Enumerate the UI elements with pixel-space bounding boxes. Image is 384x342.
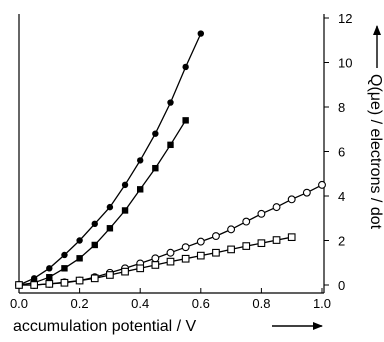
data-point bbox=[166, 257, 175, 266]
x-tick-label: 0.2 bbox=[71, 296, 89, 311]
axes bbox=[18, 14, 325, 294]
y-axis-ticks: 0 2 4 6 8 10 12 bbox=[324, 11, 352, 293]
data-point bbox=[257, 209, 266, 218]
data-point bbox=[287, 233, 296, 242]
data-point bbox=[212, 248, 220, 257]
data-point bbox=[196, 251, 205, 260]
data-point bbox=[121, 267, 129, 276]
data-point bbox=[242, 217, 251, 226]
data-point bbox=[15, 281, 23, 289]
data-point bbox=[106, 203, 114, 211]
data-point bbox=[287, 195, 296, 204]
data-point bbox=[46, 274, 53, 281]
y-axis-title: Q(μe) / electrons / dot bbox=[367, 74, 384, 230]
data-point bbox=[75, 276, 84, 285]
x-tick-label: 0.8 bbox=[252, 296, 270, 311]
y-tick-label: 4 bbox=[338, 189, 345, 204]
data-point bbox=[61, 265, 68, 272]
data-point bbox=[227, 245, 235, 254]
data-point bbox=[257, 239, 266, 248]
data-point bbox=[272, 236, 281, 244]
data-point bbox=[30, 281, 39, 289]
x-axis-ticks: 0.0 0.2 0.4 0.6 0.8 1.0 bbox=[10, 288, 331, 311]
data-point bbox=[166, 248, 175, 257]
data-point bbox=[91, 241, 98, 249]
data-point bbox=[272, 203, 281, 212]
y-tick-label: 8 bbox=[338, 100, 345, 115]
data-point bbox=[137, 157, 144, 164]
data-point bbox=[76, 237, 83, 244]
data-point bbox=[121, 207, 129, 214]
data-point bbox=[181, 243, 190, 252]
data-point bbox=[212, 232, 220, 241]
data-point bbox=[106, 271, 114, 279]
series-line-1 bbox=[18, 33, 202, 286]
data-point bbox=[167, 141, 174, 149]
data-point bbox=[90, 274, 99, 283]
data-point bbox=[242, 242, 251, 250]
data-point bbox=[46, 265, 53, 272]
data-point bbox=[152, 164, 159, 172]
x-tick-label: 0.4 bbox=[131, 296, 149, 311]
data-point bbox=[60, 278, 69, 287]
x-tick-label: 0.6 bbox=[192, 296, 210, 311]
y-tick-label: 0 bbox=[338, 278, 345, 293]
data-point bbox=[121, 181, 129, 189]
y-tick-label: 12 bbox=[338, 11, 352, 26]
data-point bbox=[61, 251, 68, 259]
data-point bbox=[182, 117, 189, 124]
data-point bbox=[91, 220, 98, 228]
x-tick-label: 0.0 bbox=[10, 296, 28, 311]
data-point bbox=[318, 180, 326, 189]
y-tick-label: 2 bbox=[338, 234, 345, 249]
x-axis-title: accumulation potential / V bbox=[13, 318, 197, 335]
data-point bbox=[151, 261, 160, 269]
data-point bbox=[136, 264, 145, 273]
x-tick-label: 1.0 bbox=[313, 296, 331, 311]
data-point bbox=[182, 63, 189, 71]
y-tick-label: 6 bbox=[338, 145, 345, 160]
data-point bbox=[197, 30, 204, 37]
y-tick-label: 10 bbox=[338, 56, 352, 71]
data-point bbox=[181, 254, 190, 263]
data-point bbox=[106, 225, 114, 232]
data-point bbox=[151, 254, 160, 263]
data-point bbox=[152, 130, 159, 137]
data-point bbox=[76, 255, 83, 262]
data-point bbox=[302, 188, 311, 197]
series-line-2 bbox=[18, 119, 187, 286]
data-point bbox=[167, 99, 174, 106]
plot-area bbox=[15, 30, 326, 289]
data-point bbox=[227, 225, 236, 234]
data-point bbox=[137, 186, 144, 193]
data-point bbox=[196, 237, 205, 246]
data-point bbox=[45, 280, 54, 288]
